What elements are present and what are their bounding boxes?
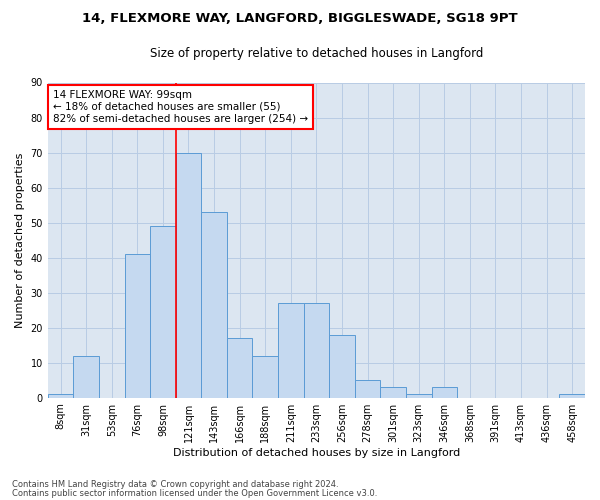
Bar <box>73 356 99 398</box>
X-axis label: Distribution of detached houses by size in Langford: Distribution of detached houses by size … <box>173 448 460 458</box>
Bar <box>380 387 406 398</box>
Bar <box>559 394 585 398</box>
Bar <box>355 380 380 398</box>
Text: Contains HM Land Registry data © Crown copyright and database right 2024.: Contains HM Land Registry data © Crown c… <box>12 480 338 489</box>
Text: 14 FLEXMORE WAY: 99sqm
← 18% of detached houses are smaller (55)
82% of semi-det: 14 FLEXMORE WAY: 99sqm ← 18% of detached… <box>53 90 308 124</box>
Bar <box>329 334 355 398</box>
Bar <box>304 303 329 398</box>
Bar <box>253 356 278 398</box>
Text: 14, FLEXMORE WAY, LANGFORD, BIGGLESWADE, SG18 9PT: 14, FLEXMORE WAY, LANGFORD, BIGGLESWADE,… <box>82 12 518 26</box>
Bar <box>227 338 253 398</box>
Bar <box>201 212 227 398</box>
Title: Size of property relative to detached houses in Langford: Size of property relative to detached ho… <box>150 48 483 60</box>
Text: Contains public sector information licensed under the Open Government Licence v3: Contains public sector information licen… <box>12 489 377 498</box>
Bar <box>125 254 150 398</box>
Bar <box>278 303 304 398</box>
Bar <box>406 394 431 398</box>
Bar <box>431 387 457 398</box>
Bar <box>176 152 201 398</box>
Bar <box>48 394 73 398</box>
Bar <box>150 226 176 398</box>
Y-axis label: Number of detached properties: Number of detached properties <box>15 152 25 328</box>
